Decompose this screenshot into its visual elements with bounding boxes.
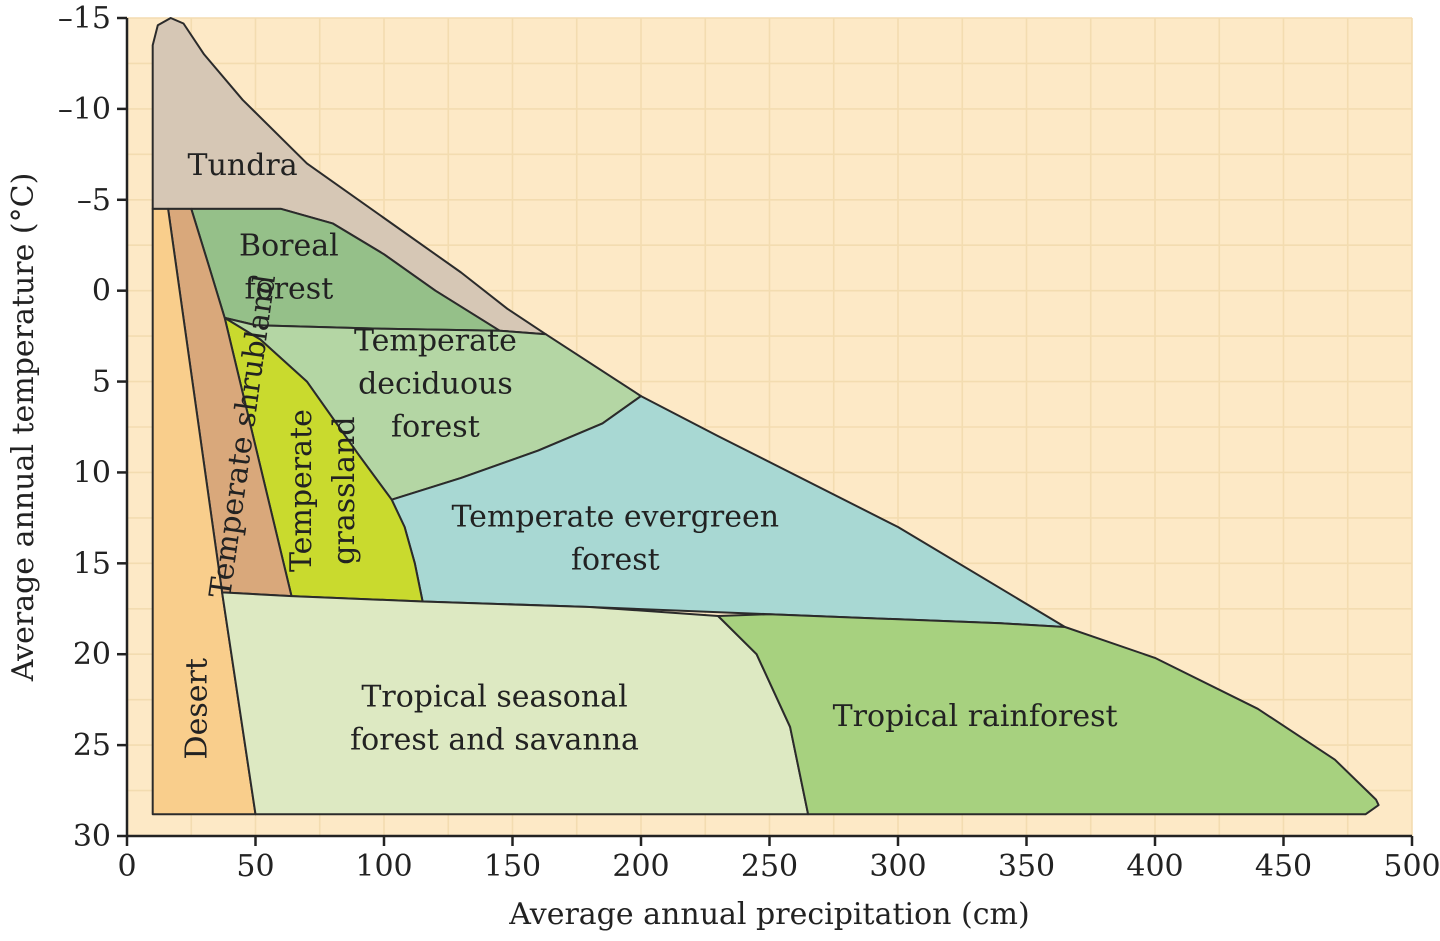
biome-regions	[151, 17, 1380, 816]
y-axis-title: Average annual temperature (°C)	[6, 173, 41, 683]
y-tick-label: 10	[73, 455, 111, 490]
label-tropical-rainforest: Tropical rainforest	[833, 699, 1118, 734]
x-tick-label: 350	[998, 849, 1055, 884]
x-axis-title: Average annual precipitation (cm)	[508, 897, 1029, 932]
label-boreal-forest: Boreal forest	[239, 229, 339, 307]
region-tropical-rainforest	[717, 613, 1380, 816]
x-tick-label: 0	[117, 849, 136, 884]
x-tick-label: 150	[484, 849, 541, 884]
x-tick-label: 200	[612, 849, 669, 884]
x-tick-label: 400	[1126, 849, 1183, 884]
y-tick-label: 0	[92, 274, 111, 309]
x-tick-label: 300	[869, 849, 926, 884]
y-tick-label: –15	[58, 1, 111, 36]
y-tick-label: –10	[58, 92, 111, 127]
x-tick-label: 100	[355, 849, 412, 884]
x-tick-label: 250	[741, 849, 798, 884]
y-tick-label: 25	[73, 728, 111, 763]
y-tick-label: –5	[77, 183, 111, 218]
x-tick-label: 50	[236, 849, 274, 884]
label-temperate-grassland: Temperate grassland	[284, 409, 362, 572]
axes: 0 50 100 150 200 250 300 350 400 450 500 –15 –10 –5 0 5…	[58, 1, 1440, 884]
label-temperate-deciduous-forest: Temperate deciduous forest	[354, 323, 517, 444]
y-tick-label: 15	[73, 546, 111, 581]
y-tick-label: 5	[92, 365, 111, 400]
label-temperate-evergreen-forest: Temperate evergreen forest	[452, 499, 780, 577]
label-tundra: Tundra	[188, 148, 298, 183]
x-tick-label: 450	[1255, 849, 1312, 884]
x-tick-label: 500	[1383, 849, 1440, 884]
y-tick-label: 30	[73, 819, 111, 854]
y-tick-label: 20	[73, 637, 111, 672]
label-desert: Desert	[179, 658, 214, 759]
label-tropical-seasonal-forest-and-savanna: Tropical seasonal forest and savanna	[350, 679, 639, 757]
